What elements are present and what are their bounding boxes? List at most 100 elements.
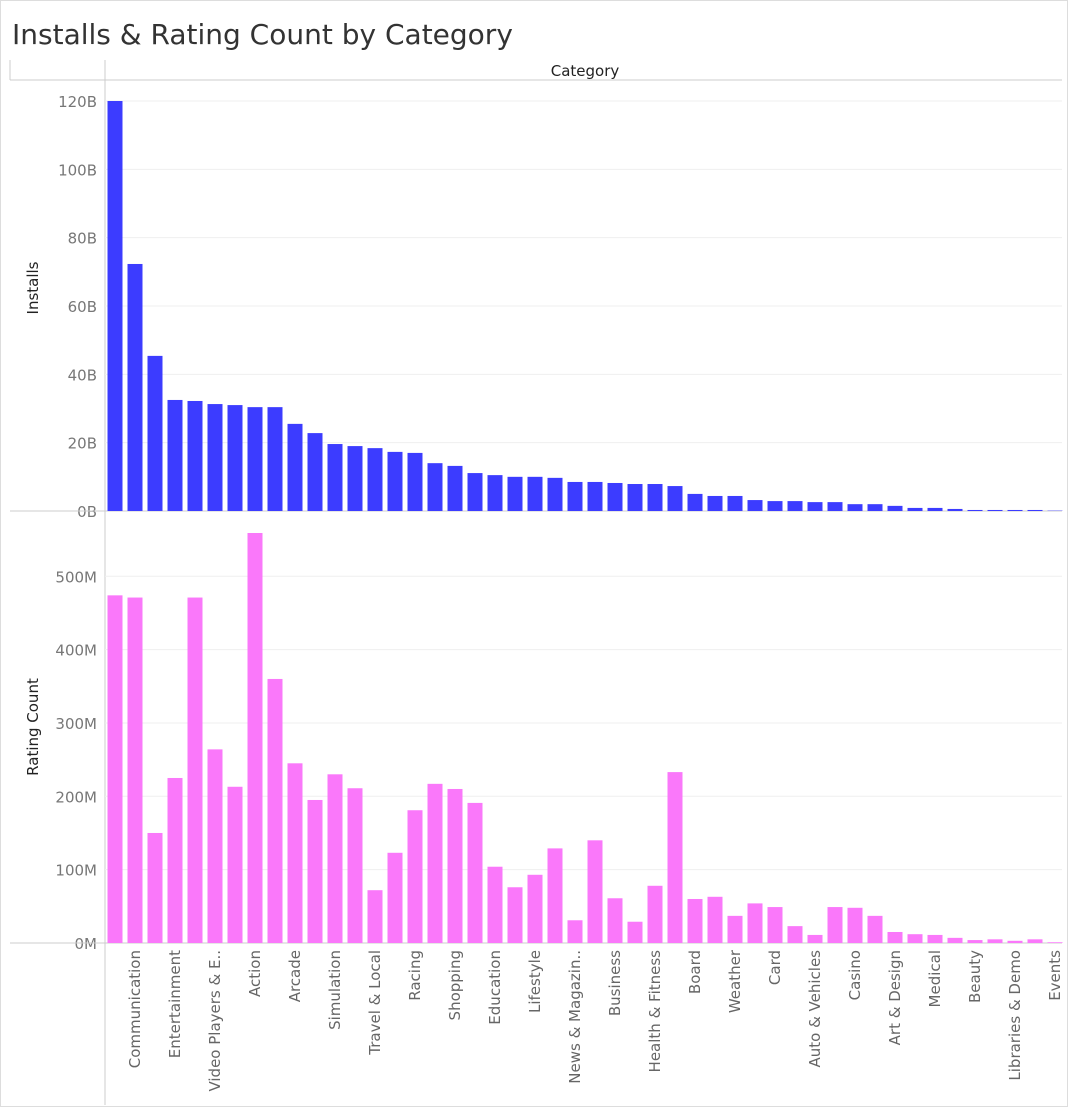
bar — [507, 476, 523, 511]
bar — [927, 934, 943, 943]
bar — [247, 407, 263, 511]
bar — [287, 763, 303, 943]
bar — [267, 678, 283, 943]
x-tick-label: Lifestyle — [526, 950, 544, 1013]
bar — [607, 482, 623, 511]
bar — [407, 452, 423, 511]
y-tick-label: 20B — [68, 435, 97, 453]
bar — [887, 505, 903, 511]
x-tick-label: Travel & Local — [366, 950, 384, 1056]
y-tick-label: 200M — [55, 788, 97, 806]
bar — [787, 501, 803, 511]
bar — [547, 848, 563, 943]
y-tick-label: 40B — [68, 366, 97, 384]
bar — [987, 939, 1003, 943]
x-tick-label: Board — [686, 950, 704, 994]
bar — [347, 788, 363, 943]
bar — [687, 898, 703, 943]
bar — [127, 597, 143, 943]
bar — [187, 597, 203, 943]
bar — [267, 407, 283, 511]
x-tick-label: Shopping — [446, 950, 464, 1020]
bar — [447, 788, 463, 943]
bar — [147, 832, 163, 943]
bar — [367, 448, 383, 511]
x-tick-label: Medical — [926, 950, 944, 1007]
x-tick-label: Weather — [726, 949, 744, 1013]
x-tick-label: Casino — [846, 950, 864, 1000]
chart-title: Installs & Rating Count by Category — [12, 18, 513, 51]
bar — [187, 400, 203, 511]
bar — [487, 866, 503, 943]
bar — [167, 777, 183, 943]
bar — [607, 898, 623, 943]
bar — [1007, 509, 1023, 511]
bar — [307, 433, 323, 511]
y-tick-label: 100M — [55, 862, 97, 880]
x-tick-label: Communication — [126, 950, 144, 1068]
x-tick-label: Video Players & E.. — [206, 950, 224, 1092]
bar — [327, 774, 343, 943]
bar — [427, 463, 443, 511]
bar — [1007, 940, 1023, 943]
bar — [667, 772, 683, 943]
bar — [127, 263, 143, 511]
bar — [367, 890, 383, 943]
bar — [867, 915, 883, 943]
bar — [767, 501, 783, 511]
y-tick-label: 60B — [68, 298, 97, 316]
bar — [387, 852, 403, 943]
bar — [307, 799, 323, 943]
bar — [387, 451, 403, 511]
bar — [967, 940, 983, 943]
bar — [647, 484, 663, 511]
bar — [467, 802, 483, 943]
bar — [707, 495, 723, 511]
x-tick-label: Simulation — [326, 950, 344, 1030]
bar — [947, 937, 963, 943]
bar — [1027, 939, 1043, 943]
bar — [827, 907, 843, 943]
bar — [787, 926, 803, 943]
bar — [1027, 509, 1043, 511]
bar — [467, 473, 483, 511]
bar — [967, 509, 983, 511]
x-tick-label: Events — [1046, 950, 1064, 1001]
x-tick-label: Entertainment — [166, 950, 184, 1058]
y-tick-label: 300M — [55, 715, 97, 733]
x-tick-label: Action — [246, 950, 264, 997]
bar — [847, 504, 863, 511]
bar — [207, 749, 223, 943]
bar — [547, 477, 563, 511]
bar — [927, 507, 943, 511]
x-tick-label: Beauty — [966, 950, 984, 1003]
bar — [107, 101, 123, 511]
bar — [407, 810, 423, 943]
bar — [847, 907, 863, 943]
bar — [947, 508, 963, 511]
y-axis-title: Rating Count — [24, 678, 42, 776]
y-tick-label: 400M — [55, 642, 97, 660]
bar — [807, 502, 823, 511]
bar — [427, 783, 443, 943]
bar — [227, 786, 243, 943]
bar — [287, 423, 303, 511]
bar — [107, 595, 123, 943]
y-tick-label: 120B — [58, 93, 97, 111]
bar — [807, 934, 823, 943]
bar — [987, 509, 1003, 511]
x-tick-label: Business — [606, 950, 624, 1016]
bar — [747, 903, 763, 943]
bar — [1047, 942, 1063, 943]
bar — [347, 446, 363, 511]
y-tick-label: 100B — [58, 161, 97, 179]
y-tick-label: 0M — [75, 935, 98, 953]
x-tick-label: Racing — [406, 950, 424, 1001]
bar — [447, 465, 463, 511]
bar — [587, 481, 603, 511]
bar — [827, 502, 843, 511]
x-tick-label: Education — [486, 950, 504, 1025]
y-tick-label: 80B — [68, 230, 97, 248]
bar — [627, 921, 643, 943]
x-tick-label: Art & Design — [886, 950, 904, 1045]
